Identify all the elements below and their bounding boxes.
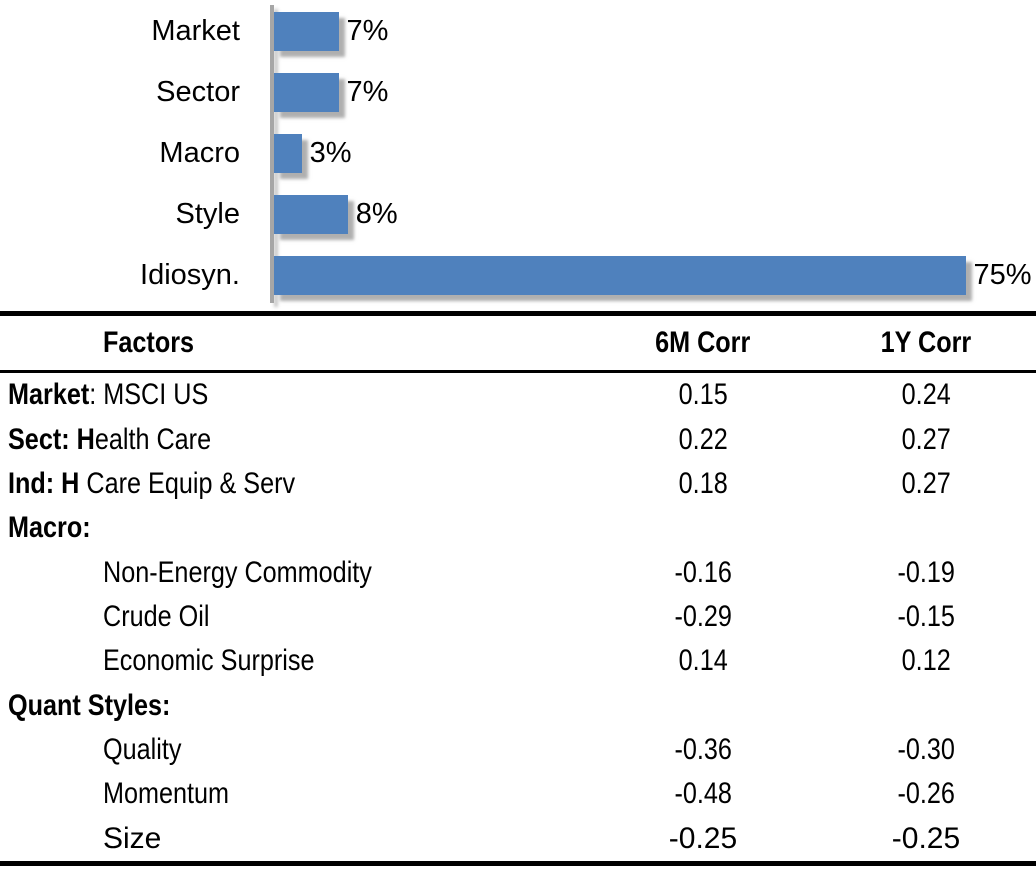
corr-1y-cell: 0.27 bbox=[901, 466, 951, 500]
chart-bar-row: Style 8% bbox=[0, 195, 1036, 234]
table-row: Sect: Health Care 0.22 0.27 bbox=[0, 417, 1036, 461]
corr-6m-cell bbox=[590, 511, 816, 545]
factor-label-cell: Macro: bbox=[8, 511, 91, 545]
chart-category-label: Sector bbox=[156, 76, 240, 108]
corr-6m-cell: -0.48 bbox=[674, 777, 732, 811]
corr-1y-cell bbox=[816, 689, 1036, 723]
factor-label-cell: Quality bbox=[103, 733, 182, 767]
corr-1y-cell: 0.12 bbox=[901, 644, 951, 678]
correlation-table: Market: MSCI US 0.15 0.24 Sect: Health C… bbox=[0, 373, 1036, 861]
table-row: Quant Styles: bbox=[0, 684, 1036, 728]
corr-1y-cell: -0.19 bbox=[897, 555, 955, 589]
corr-6m-cell: 0.15 bbox=[678, 378, 728, 412]
corr-6m-cell: 0.22 bbox=[678, 422, 728, 456]
corr-1y-cell: 0.27 bbox=[901, 422, 951, 456]
corr-6m-cell: -0.16 bbox=[674, 555, 732, 589]
table-row: Size -0.25 -0.25 bbox=[0, 817, 1036, 861]
chart-category-label: Market bbox=[151, 15, 240, 47]
table-header-underline bbox=[0, 370, 1036, 373]
chart-bar bbox=[274, 73, 339, 112]
column-header-1y-corr-label: 1Y Corr bbox=[880, 326, 972, 359]
table-row: Economic Surprise 0.14 0.12 bbox=[0, 639, 1036, 683]
factor-label-cell: Market: MSCI US bbox=[8, 378, 209, 412]
column-header-factors: Factors bbox=[0, 326, 590, 360]
table-row: Non-Energy Commodity -0.16 -0.19 bbox=[0, 550, 1036, 594]
column-header-factors-label: Factors bbox=[103, 326, 195, 359]
chart-data-label: 7% bbox=[346, 15, 389, 47]
table-row: Momentum -0.48 -0.26 bbox=[0, 772, 1036, 816]
chart-category-label: Macro bbox=[159, 137, 240, 169]
chart-data-label: 8% bbox=[355, 198, 398, 230]
column-header-1y-corr: 1Y Corr bbox=[816, 326, 1036, 360]
corr-6m-cell: 0.18 bbox=[678, 466, 728, 500]
table-row: Crude Oil -0.29 -0.15 bbox=[0, 595, 1036, 639]
corr-6m-cell: -0.29 bbox=[674, 599, 732, 633]
chart-bar-row: Macro 3% bbox=[0, 134, 1036, 173]
factor-label-cell: Quant Styles: bbox=[8, 688, 171, 722]
chart-data-label: 3% bbox=[309, 137, 352, 169]
table-row: Macro: bbox=[0, 506, 1036, 550]
chart-bar-row: Sector 7% bbox=[0, 73, 1036, 112]
factor-label-cell: Momentum bbox=[103, 777, 230, 811]
chart-bar bbox=[274, 12, 339, 51]
corr-6m-cell: -0.36 bbox=[674, 733, 732, 767]
chart-category-label: Idiosyn. bbox=[140, 259, 240, 291]
factor-label-cell: Economic Surprise bbox=[103, 644, 315, 678]
chart-bar bbox=[274, 134, 302, 173]
corr-1y-cell: 0.24 bbox=[901, 378, 951, 412]
corr-1y-cell: -0.15 bbox=[897, 599, 955, 633]
chart-bar-row: Market 7% bbox=[0, 12, 1036, 51]
corr-1y-cell bbox=[816, 511, 1036, 545]
corr-6m-cell: -0.25 bbox=[668, 821, 738, 855]
chart-data-label: 7% bbox=[346, 76, 389, 108]
factor-label-cell: Sect: Health Care bbox=[8, 422, 212, 456]
chart-data-label: 75% bbox=[973, 259, 1032, 291]
table-header-row: Factors 6M Corr 1Y Corr bbox=[0, 316, 1036, 370]
corr-1y-cell: -0.25 bbox=[891, 821, 961, 855]
table-row: Quality -0.36 -0.30 bbox=[0, 728, 1036, 772]
table-row: Ind: H Care Equip & Serv 0.18 0.27 bbox=[0, 462, 1036, 506]
chart-bar bbox=[274, 256, 966, 295]
chart-bar-row: Idiosyn. 75% bbox=[0, 256, 1036, 295]
table-bottom-border bbox=[0, 861, 1036, 866]
column-header-6m-corr-label: 6M Corr bbox=[655, 326, 751, 359]
chart-bar bbox=[274, 195, 348, 234]
factor-label-cell: Size bbox=[103, 821, 162, 855]
chart-category-label: Style bbox=[175, 198, 240, 230]
corr-6m-cell: 0.14 bbox=[678, 644, 728, 678]
factor-label-cell: Ind: H Care Equip & Serv bbox=[8, 466, 296, 500]
chart-vertical-axis bbox=[270, 5, 274, 303]
corr-6m-cell bbox=[590, 689, 816, 723]
table-top-border bbox=[0, 311, 1036, 316]
risk-decomposition-bar-chart: Market 7% Sector 7% Macro 3% Style 8% Id… bbox=[0, 0, 1036, 308]
column-header-6m-corr: 6M Corr bbox=[590, 326, 816, 360]
corr-1y-cell: -0.26 bbox=[897, 777, 955, 811]
table-row: Market: MSCI US 0.15 0.24 bbox=[0, 373, 1036, 417]
factor-label-cell: Non-Energy Commodity bbox=[103, 555, 372, 589]
corr-1y-cell: -0.30 bbox=[897, 733, 955, 767]
factor-label-cell: Crude Oil bbox=[103, 599, 210, 633]
